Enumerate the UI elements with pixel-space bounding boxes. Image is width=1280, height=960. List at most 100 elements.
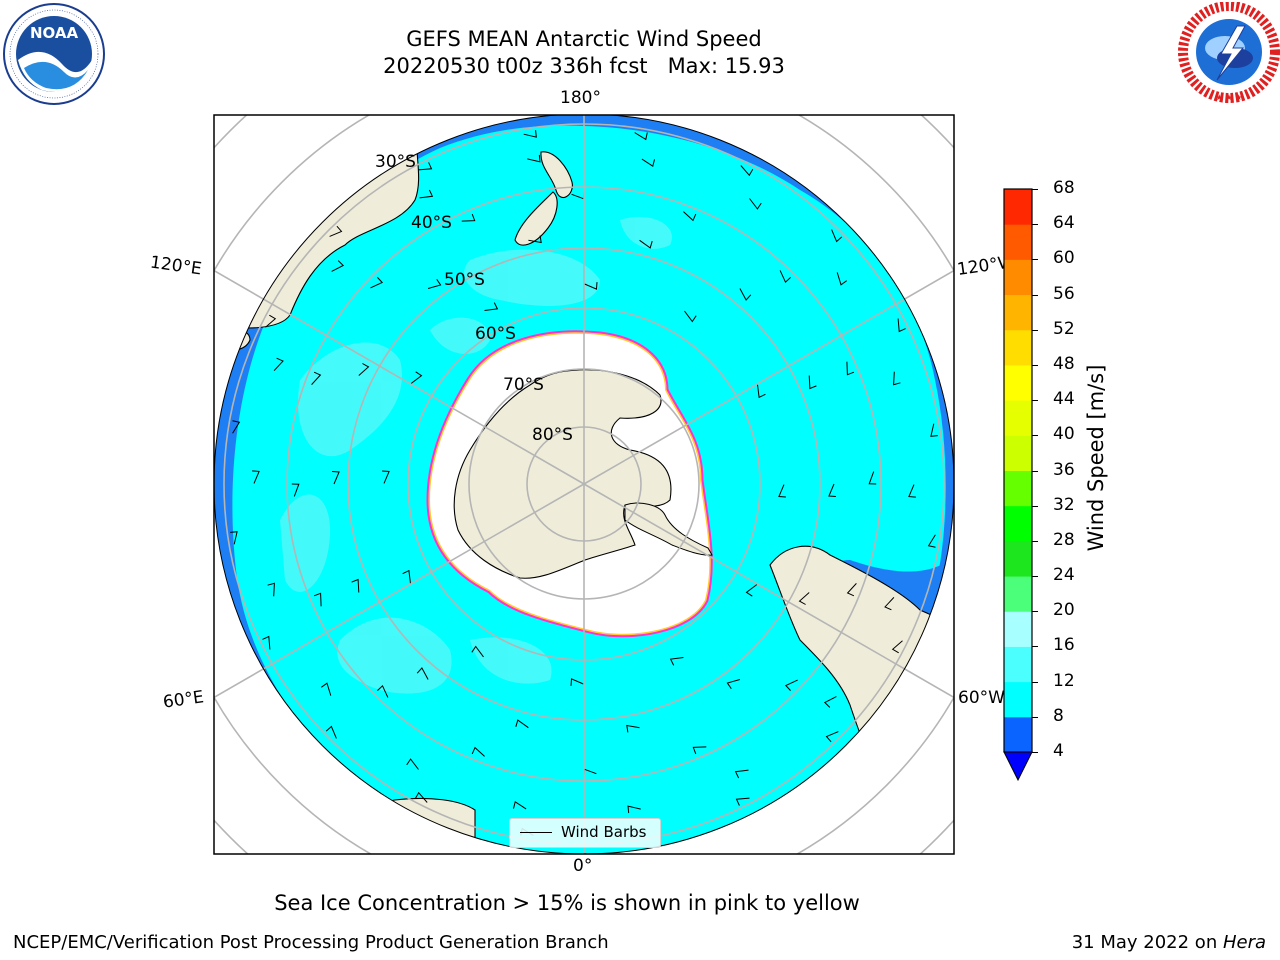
lon-label-60w: 60°W — [958, 688, 1005, 708]
wind-barb — [823, 696, 837, 708]
lat-label-40s: 40°S — [411, 213, 452, 233]
wind-barb — [331, 260, 345, 272]
wind-barb — [749, 198, 762, 210]
sea-ice-caption-text: Sea Ice Concentration > 15% is shown in … — [274, 891, 860, 915]
colorbar-tick-label: 32 — [1053, 494, 1075, 515]
wind-barb — [846, 361, 855, 376]
colorbar-tick-label: 48 — [1053, 353, 1075, 374]
wind-barb — [418, 162, 433, 171]
wind-barb — [683, 211, 697, 222]
wind-barb — [868, 471, 877, 485]
colorbar-tick-label: 12 — [1053, 670, 1075, 691]
wind-barb — [641, 158, 655, 168]
wind-barb — [358, 363, 370, 376]
wind-barb — [382, 470, 390, 484]
colorbar-cell — [1004, 364, 1032, 401]
colorbar-tick-label: 4 — [1053, 741, 1064, 761]
colorbar-cell — [1004, 435, 1032, 471]
wind-barbs — [230, 130, 938, 838]
wind-barb — [828, 483, 836, 497]
colorbar-cell — [1004, 329, 1032, 366]
colorbar-tick-mark — [1032, 329, 1038, 331]
lat-label-60s: 60°S — [475, 324, 516, 344]
wind-barb — [798, 592, 810, 605]
map-legend: Wind Barbs — [509, 818, 661, 848]
wind-barb — [484, 302, 499, 311]
colorbar-extend-triangle — [1003, 751, 1033, 782]
wind-barb — [265, 314, 277, 328]
lon-label-120e: 120°E — [148, 252, 203, 280]
wind-barb — [836, 272, 847, 286]
lon-label-0: 0° — [573, 856, 593, 876]
wind-barb — [927, 534, 936, 548]
wind-barb — [291, 483, 300, 497]
antarctic-wind-map — [213, 114, 955, 855]
wind-barb — [414, 791, 428, 803]
wind-barb — [325, 725, 337, 739]
chart-title: GEFS MEAN Antarctic Wind Speed — [406, 27, 762, 51]
colorbar-tick-mark — [1032, 646, 1038, 648]
wind-barb — [897, 318, 906, 333]
colorbar-tick-mark — [1032, 540, 1038, 542]
colorbar-tick-mark — [1032, 224, 1038, 226]
colorbar-cell — [1004, 505, 1032, 542]
wind-barb — [846, 583, 857, 597]
colorbar-cell — [1004, 646, 1032, 683]
colorbar-tick-mark — [1032, 435, 1038, 437]
colorbar-tick-mark — [1032, 681, 1038, 683]
wind-barb — [461, 213, 476, 222]
wind-barb — [419, 189, 434, 199]
wind-barb — [513, 800, 527, 810]
wind-barb — [321, 682, 332, 696]
lat-label-50s: 50°S — [444, 270, 485, 290]
colorbar-tick-mark — [1032, 576, 1038, 578]
wind-barb — [893, 371, 901, 386]
wind-barb — [252, 470, 260, 484]
wind-barb — [528, 235, 542, 244]
colorbar-tick-label: 20 — [1053, 600, 1075, 621]
footer-credit: NCEP/EMC/Verification Post Processing Pr… — [13, 932, 609, 953]
wind-barb — [267, 582, 275, 597]
legend-label: Wind Barbs — [561, 823, 647, 841]
wind-barb — [584, 282, 598, 290]
nws-logo: ★ ★ ★ — [1178, 2, 1280, 103]
colorbar-tick-label: 68 — [1053, 178, 1075, 198]
wind-barb — [735, 797, 750, 806]
colorbar-tick-label: 60 — [1053, 248, 1075, 269]
colorbar-cell — [1004, 681, 1032, 718]
colorbar-tick-label: 56 — [1053, 283, 1075, 304]
lon-label-180: 180° — [560, 88, 601, 108]
wind-barb — [515, 719, 529, 729]
map-frame — [213, 114, 955, 855]
noaa-logo-text: NOAA — [30, 24, 79, 42]
wind-barb — [908, 484, 916, 498]
colorbar-tick-mark — [1032, 470, 1038, 472]
colorbar-tick-label: 8 — [1053, 705, 1064, 726]
wind-barb — [808, 375, 817, 390]
wind-barb — [930, 423, 938, 437]
wind-barb — [402, 569, 411, 584]
lat-label-30s: 30°S — [375, 152, 416, 172]
wind-barb — [745, 584, 758, 597]
wind-barb — [416, 667, 429, 680]
lat-label-70s: 70°S — [503, 375, 544, 395]
svg-text:★ ★ ★: ★ ★ ★ — [1216, 93, 1243, 102]
colorbar-tick-label: 44 — [1053, 389, 1075, 410]
colorbar-cell — [1004, 716, 1032, 753]
wind-barb — [739, 288, 752, 301]
wind-barb — [313, 592, 322, 607]
colorbar-cell — [1004, 294, 1032, 331]
wind-barb — [740, 165, 754, 177]
colorbar-cell — [1004, 224, 1032, 260]
wind-barb — [332, 471, 340, 485]
wind-barb — [891, 640, 903, 654]
colorbar-tick-mark — [1032, 611, 1038, 613]
colorbar-cell — [1004, 611, 1032, 647]
wind-barb — [726, 679, 741, 689]
colorbar-tick-mark — [1032, 505, 1038, 507]
wind-barb — [311, 371, 322, 385]
colorbar-tick-label: 28 — [1053, 529, 1075, 550]
colorbar-tick-mark — [1032, 400, 1038, 402]
wind-barb — [370, 277, 384, 289]
wind-barb — [377, 684, 389, 698]
